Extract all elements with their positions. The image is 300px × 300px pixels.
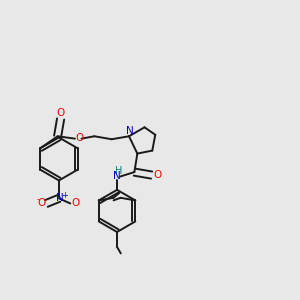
Text: +: + (61, 190, 68, 200)
Text: O: O (75, 133, 83, 143)
Text: O: O (57, 108, 65, 118)
Text: O: O (153, 170, 161, 180)
Text: N: N (126, 127, 134, 136)
Text: H: H (115, 166, 122, 176)
Text: O: O (38, 199, 46, 208)
Text: N: N (56, 194, 64, 203)
Text: N: N (113, 171, 121, 181)
Text: -: - (37, 195, 40, 204)
Text: O: O (71, 199, 79, 208)
